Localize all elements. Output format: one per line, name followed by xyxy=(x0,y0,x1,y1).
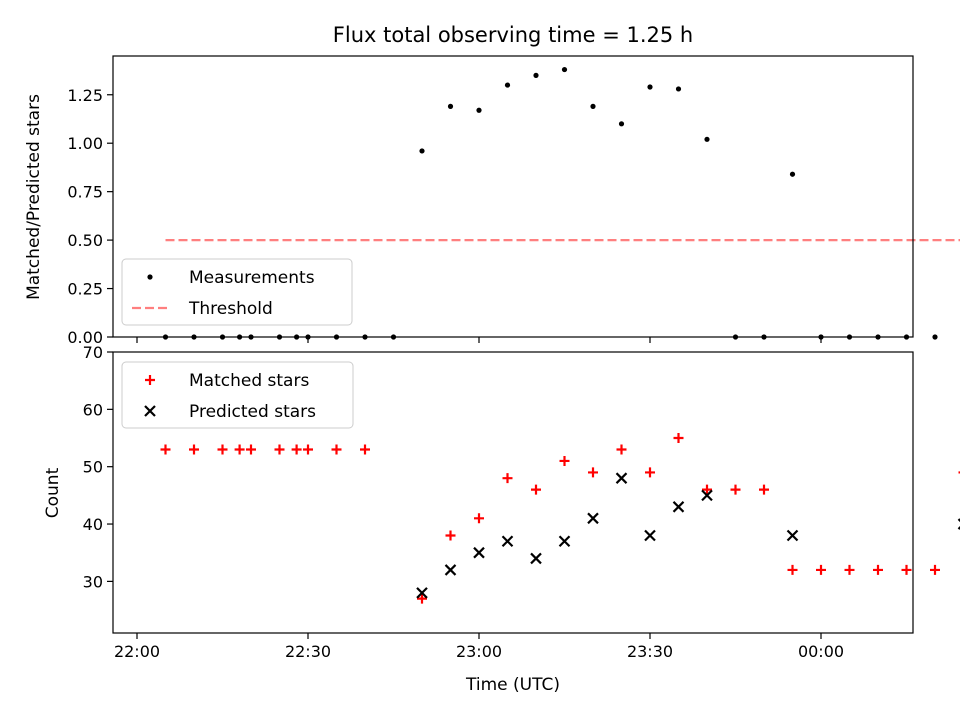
measurement-point xyxy=(561,66,568,73)
top-panel-frame xyxy=(112,55,914,338)
y-tick-label: 0.00 xyxy=(67,328,103,347)
top-legend: Measurements Threshold xyxy=(121,258,353,326)
predicted-star-point xyxy=(786,529,799,542)
measurement-point xyxy=(447,103,454,109)
legend-label: Predicted stars xyxy=(189,402,316,422)
measurement-point xyxy=(476,107,482,113)
y-tick-label: 40 xyxy=(83,515,103,534)
matched-star-point xyxy=(303,444,313,455)
matched-star-point xyxy=(702,484,712,495)
y-tick-label: 0.75 xyxy=(67,183,103,202)
predicted-star-point xyxy=(558,535,571,548)
x-tick-label: 23:30 xyxy=(627,642,673,661)
measurement-point xyxy=(504,82,511,88)
matched-star-point xyxy=(331,444,342,455)
matched-star-point xyxy=(246,444,256,455)
legend-label: Matched stars xyxy=(189,371,309,391)
y-tick-label: 0.50 xyxy=(67,231,103,250)
matched-star-point xyxy=(274,444,285,455)
matched-star-point xyxy=(759,484,769,495)
matched-star-point xyxy=(816,564,826,575)
predicted-star-point xyxy=(587,512,599,525)
matched-star-point xyxy=(291,444,302,455)
matched-star-point xyxy=(217,444,228,455)
x-tick-label: 22:00 xyxy=(114,642,160,661)
matched-star-point xyxy=(645,467,655,478)
bottom-legend: Matched stars Predicted stars xyxy=(121,361,354,429)
measurement-point xyxy=(647,84,653,90)
matched-star-point xyxy=(901,564,912,575)
predicted-star-point xyxy=(672,501,685,513)
legend-box xyxy=(121,258,353,326)
matched-star-point xyxy=(930,564,940,575)
y-tick-label: 1.00 xyxy=(67,134,103,153)
y-tick-label: 0.25 xyxy=(67,280,103,299)
chart-title: Flux total observing time = 1.25 h xyxy=(333,23,693,47)
bottom-panel-y-axis-label: Count xyxy=(43,467,63,518)
matched-star-point xyxy=(873,564,883,575)
legend-label: Threshold xyxy=(188,299,273,319)
matched-star-point xyxy=(616,444,627,455)
x-axis-label: Time (UTC) xyxy=(465,675,560,695)
x-tick-label: 23:00 xyxy=(456,642,502,661)
measurement-point xyxy=(789,171,796,177)
matched-star-point xyxy=(417,593,427,604)
matched-star-point xyxy=(673,433,684,444)
measurement-point xyxy=(419,148,425,154)
matched-star-point xyxy=(474,513,484,524)
legend-measurement-swatch xyxy=(147,274,153,280)
y-tick-label: 70 xyxy=(83,343,103,362)
legend-predicted-swatch xyxy=(144,405,156,417)
x-tick-label: 00:00 xyxy=(798,642,844,661)
matched-star-point xyxy=(445,530,456,541)
predicted-star-point xyxy=(501,535,514,548)
y-tick-label: 1.25 xyxy=(67,86,103,105)
matched-star-point xyxy=(502,473,513,484)
predicted-star-point xyxy=(473,546,485,559)
legend-box xyxy=(121,361,354,429)
measurement-point xyxy=(704,136,710,142)
matched-star-point xyxy=(844,564,855,575)
matched-star-point xyxy=(588,467,598,478)
matched-star-point xyxy=(787,564,798,575)
predicted-star-point xyxy=(615,472,628,484)
matched-star-point xyxy=(559,455,570,466)
predicted-star-point xyxy=(416,587,428,599)
top-panel-y-axis-label: Matched/Predicted stars xyxy=(24,94,44,300)
legend-label: Measurements xyxy=(189,268,315,288)
measurement-point xyxy=(618,121,625,127)
matched-star-point xyxy=(730,484,741,495)
predicted-star-point xyxy=(701,489,713,502)
measurement-point xyxy=(590,103,596,109)
y-tick-label: 30 xyxy=(83,572,103,591)
matched-star-point xyxy=(531,484,541,495)
x-tick-label: 22:30 xyxy=(285,642,331,661)
matched-star-point xyxy=(234,444,245,455)
measurement-point xyxy=(932,334,938,340)
matched-star-point xyxy=(189,444,199,455)
measurement-point xyxy=(675,86,682,92)
matched-star-point xyxy=(160,444,171,455)
legend-matched-swatch xyxy=(145,375,155,385)
y-tick-label: 50 xyxy=(83,458,103,477)
predicted-star-point xyxy=(644,529,656,542)
bottom-panel-frame xyxy=(112,351,914,634)
predicted-star-point xyxy=(530,552,542,565)
measurement-point xyxy=(533,72,539,78)
matched-star-point xyxy=(360,444,370,455)
predicted-star-point xyxy=(444,564,457,576)
y-tick-label: 60 xyxy=(83,400,103,419)
